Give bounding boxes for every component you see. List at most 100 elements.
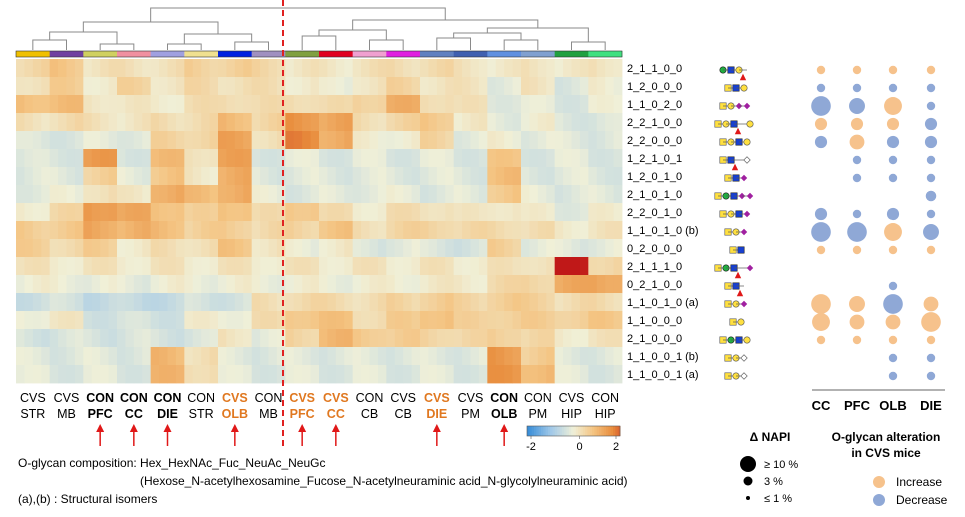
heatmap-cell bbox=[175, 203, 185, 222]
heatmap-cell bbox=[411, 95, 421, 114]
heatmap-cell bbox=[108, 239, 118, 258]
heatmap-cell bbox=[201, 59, 210, 78]
heatmap-cell bbox=[91, 293, 101, 312]
heatmap-cell bbox=[327, 239, 337, 258]
heatmap-cell bbox=[100, 167, 109, 186]
heatmap-cell bbox=[74, 329, 84, 348]
heatmap-cell bbox=[361, 275, 370, 294]
heatmap-cell bbox=[268, 185, 278, 204]
heatmap-cell bbox=[108, 257, 118, 276]
heatmap-cell bbox=[201, 185, 210, 204]
heatmap-cell bbox=[226, 293, 236, 312]
heatmap-cell bbox=[605, 275, 614, 294]
heatmap-cell bbox=[436, 113, 446, 132]
colorbar-tick-label: 0 bbox=[576, 441, 582, 453]
colorbar-swatch bbox=[536, 426, 540, 436]
heatmap-cell bbox=[293, 131, 303, 150]
heatmap-cell bbox=[285, 77, 295, 96]
heatmap-cell bbox=[613, 167, 623, 186]
heatmap-cell bbox=[352, 365, 362, 384]
heatmap-cell bbox=[32, 185, 42, 204]
heatmap-cell bbox=[276, 149, 286, 168]
heatmap-cell bbox=[428, 329, 438, 348]
heatmap-cell bbox=[605, 329, 614, 348]
heatmap-cell bbox=[117, 257, 126, 276]
column-dendrogram bbox=[32, 7, 606, 50]
heatmap-cell bbox=[100, 221, 109, 240]
heatmap-cell bbox=[369, 95, 379, 114]
heatmap-cell bbox=[403, 221, 412, 240]
heatmap-cell bbox=[201, 77, 210, 96]
heatmap-cell bbox=[276, 221, 286, 240]
heatmap-cell bbox=[167, 59, 177, 78]
heatmap-cell bbox=[495, 77, 505, 96]
bubble-decrease bbox=[926, 83, 936, 93]
heatmap-cell bbox=[310, 257, 320, 276]
heatmap-cell bbox=[436, 131, 446, 150]
bubble-decrease bbox=[926, 155, 936, 165]
napi-legend-dot bbox=[746, 496, 750, 500]
heatmap-cell bbox=[394, 365, 404, 384]
column-color-bar bbox=[420, 51, 454, 57]
heatmap-cell bbox=[133, 59, 143, 78]
napi-legend-dot bbox=[743, 476, 753, 486]
heatmap-cell bbox=[41, 239, 51, 258]
heatmap-cell bbox=[403, 329, 412, 348]
glycan-diamond-purple-icon bbox=[746, 192, 754, 200]
heatmap-cell bbox=[91, 239, 101, 258]
heatmap-cell bbox=[495, 311, 505, 330]
heatmap-cell bbox=[285, 95, 295, 114]
heatmap-cell bbox=[24, 77, 34, 96]
heatmap-cell bbox=[428, 365, 438, 384]
heatmap-cell bbox=[361, 185, 370, 204]
colorbar-swatch bbox=[564, 426, 567, 436]
heatmap-cell bbox=[487, 113, 497, 132]
heatmap-cell bbox=[369, 221, 379, 240]
heatmap-cell bbox=[24, 167, 34, 186]
colorbar-swatch bbox=[594, 426, 598, 436]
heatmap-cell bbox=[478, 59, 488, 78]
colorbar-swatch bbox=[582, 426, 586, 436]
heatmap-cell bbox=[344, 347, 354, 366]
heatmap-cell bbox=[563, 257, 572, 276]
heatmap-cell bbox=[218, 257, 227, 276]
heatmap-cell bbox=[83, 239, 93, 258]
bubble-decrease bbox=[852, 83, 862, 93]
heatmap-cell bbox=[563, 95, 572, 114]
heatmap-cell bbox=[319, 311, 328, 330]
heatmap-cell bbox=[352, 293, 362, 312]
heatmap-cell bbox=[159, 347, 168, 366]
heatmap-cell bbox=[260, 59, 269, 78]
heatmap-cell bbox=[487, 203, 497, 222]
heatmap-cell bbox=[24, 131, 34, 150]
colorbar-swatch bbox=[552, 426, 556, 436]
heatmap-cell bbox=[403, 203, 412, 222]
heatmap-cell bbox=[268, 113, 278, 132]
heatmap-cell bbox=[420, 329, 429, 348]
heatmap-cell bbox=[546, 329, 556, 348]
heatmap-cell bbox=[495, 167, 505, 186]
heatmap-cell bbox=[386, 113, 396, 132]
heatmap-cell bbox=[369, 131, 379, 150]
heatmap-cell bbox=[276, 365, 286, 384]
heatmap-cell bbox=[436, 329, 446, 348]
heatmap-cell bbox=[453, 203, 463, 222]
heatmap-cell bbox=[579, 365, 589, 384]
heatmap-cell bbox=[226, 221, 236, 240]
dendrogram-branch bbox=[167, 43, 202, 50]
heatmap-cell bbox=[495, 239, 505, 258]
heatmap-cell bbox=[201, 131, 210, 150]
heatmap-cell bbox=[24, 149, 34, 168]
heatmap-cell bbox=[453, 131, 463, 150]
row-label: 1_2_1_0_1 bbox=[627, 153, 682, 165]
heatmap-cell bbox=[563, 77, 572, 96]
heatmap-cell bbox=[243, 257, 253, 276]
colorbar-swatch bbox=[540, 426, 544, 436]
heatmap-cell bbox=[579, 329, 589, 348]
heatmap-cell bbox=[613, 149, 623, 168]
heatmap-cell bbox=[529, 257, 539, 276]
heatmap-cell bbox=[386, 221, 396, 240]
heatmap-cell bbox=[66, 95, 76, 114]
